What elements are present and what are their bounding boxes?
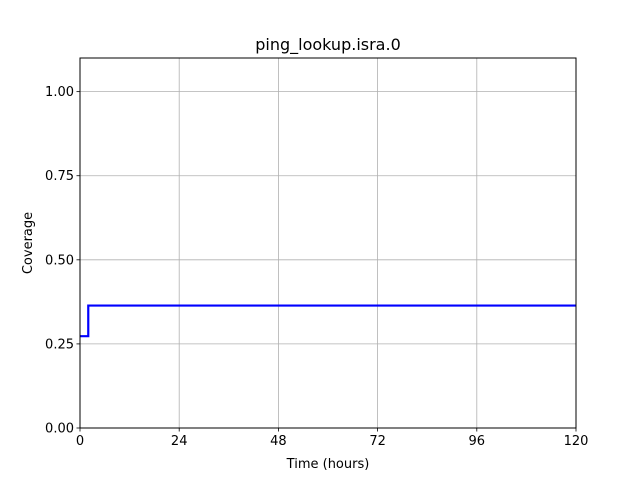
y-tick-label: 0.00 — [45, 422, 74, 437]
x-tick-label: 96 — [469, 434, 486, 449]
plot-frame — [79, 57, 577, 429]
x-axis-label: Time (hours) — [286, 457, 370, 472]
series-layer — [80, 304, 576, 338]
x-tick-label: 72 — [369, 434, 386, 449]
y-tick-label: 0.25 — [45, 337, 74, 352]
y-axis-label: Coverage — [21, 212, 36, 274]
x-tick-label: 120 — [564, 434, 589, 449]
axis-ticks: 0 24 48 72 96 120 0.00 0.25 0.50 0.75 1.00 — [45, 85, 588, 449]
coverage-series-line — [80, 304, 576, 338]
y-tick-label: 0.50 — [45, 253, 74, 268]
x-tick-label: 48 — [270, 434, 287, 449]
x-tick-label: 24 — [171, 434, 188, 449]
x-tick-label: 0 — [76, 434, 84, 449]
y-tick-label: 1.00 — [45, 85, 74, 100]
y-tick-label: 0.75 — [45, 169, 74, 184]
chart-title: ping_lookup.isra.0 — [255, 35, 401, 55]
